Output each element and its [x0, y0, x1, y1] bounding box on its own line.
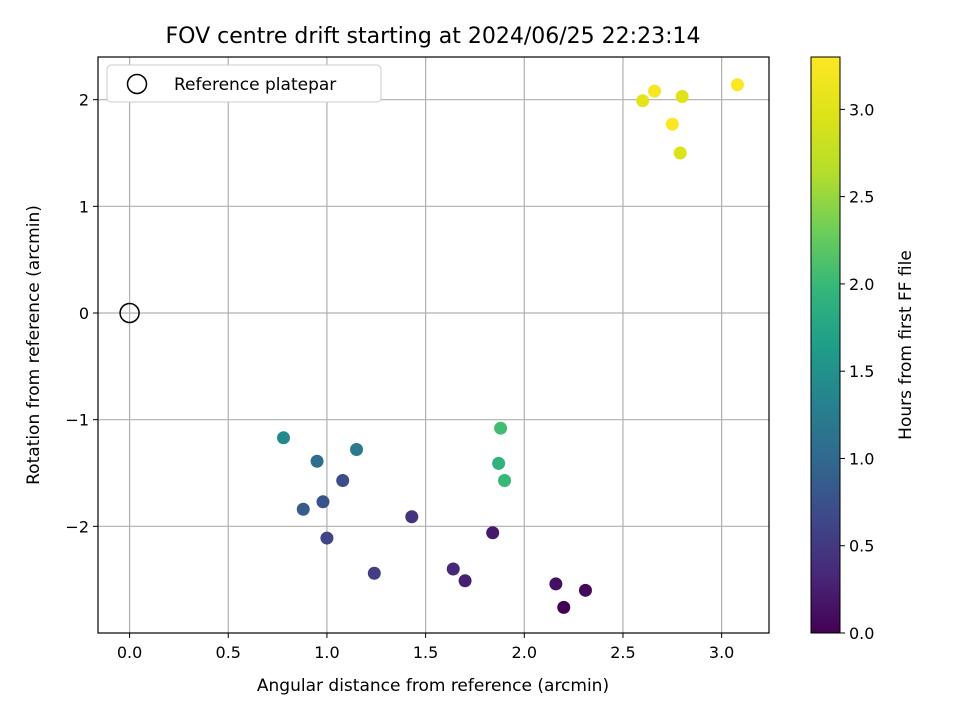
x-tick-label: 2.0: [512, 643, 537, 662]
legend-marker-reference: [126, 73, 148, 95]
x-tick-label: 2.5: [610, 643, 635, 662]
data-point: [405, 510, 419, 524]
colorbar: 0.0 0.5 1.0 1.5 2.0 2.5 3.0 Hours from first F…: [810, 56, 916, 643]
data-point: [350, 443, 364, 457]
y-tick-label: −1: [65, 411, 89, 430]
data-point: [458, 574, 472, 588]
data-point: [673, 146, 687, 160]
colorbar-tick-label: 2.0: [849, 275, 874, 294]
x-tick-label: 0.0: [117, 643, 142, 662]
data-point: [675, 89, 689, 103]
data-point: [367, 566, 381, 580]
x-axis-label: Angular distance from reference (arcmin): [257, 676, 609, 696]
data-point: [446, 562, 460, 576]
x-tick-label: 3.0: [709, 643, 734, 662]
colorbar-tick-label: 1.5: [849, 362, 874, 381]
colorbar-tick-label: 0.0: [849, 624, 874, 643]
y-tick-label: −2: [65, 517, 89, 536]
data-point: [336, 473, 350, 487]
data-point: [578, 583, 592, 597]
legend: Reference platepar: [106, 64, 382, 103]
data-point: [494, 421, 508, 435]
reference-platepar-marker: [119, 302, 140, 324]
x-tick-label: 0.5: [216, 643, 241, 662]
data-point: [557, 600, 571, 614]
data-point: [665, 117, 679, 131]
x-axis-ticks: 0.0 0.5 1.0 1.5 2.0 2.5 3.0: [117, 633, 734, 662]
colorbar-tick-label: 3.0: [849, 100, 874, 119]
colorbar-gradient: [810, 56, 841, 634]
chart-title: FOV centre drift starting at 2024/06/25 …: [166, 24, 701, 49]
grid-lines: [98, 57, 769, 633]
x-tick-label: 1.0: [314, 643, 339, 662]
data-point: [549, 577, 563, 591]
y-tick-label: 2: [79, 91, 89, 110]
data-point: [492, 456, 506, 470]
data-point: [316, 495, 330, 509]
colorbar-label: Hours from first FF file: [896, 250, 916, 440]
data-point: [320, 531, 334, 545]
data-point: [648, 84, 662, 98]
colorbar-tick-label: 2.5: [849, 188, 874, 207]
y-axis-ticks: −2 −1 0 1 2: [65, 91, 98, 536]
scatter-points: [277, 78, 744, 614]
colorbar-ticks: 0.0 0.5 1.0 1.5 2.0 2.5 3.0: [840, 100, 874, 643]
data-point: [310, 454, 324, 468]
data-point: [277, 431, 291, 445]
colorbar-tick-label: 0.5: [849, 537, 874, 556]
legend-box: [106, 64, 382, 103]
data-point: [730, 78, 744, 92]
x-tick-label: 1.5: [413, 643, 438, 662]
reference-point-layer: [119, 302, 140, 324]
data-point: [498, 473, 512, 487]
y-tick-label: 0: [79, 304, 89, 323]
data-point: [486, 526, 500, 540]
y-tick-label: 1: [79, 197, 89, 216]
legend-label-reference: Reference platepar: [174, 75, 336, 95]
y-axis-label: Rotation from reference (arcmin): [24, 205, 44, 485]
data-point: [636, 94, 650, 108]
plot-frame: [97, 56, 770, 634]
colorbar-tick-label: 1.0: [849, 449, 874, 468]
data-point: [296, 502, 310, 516]
